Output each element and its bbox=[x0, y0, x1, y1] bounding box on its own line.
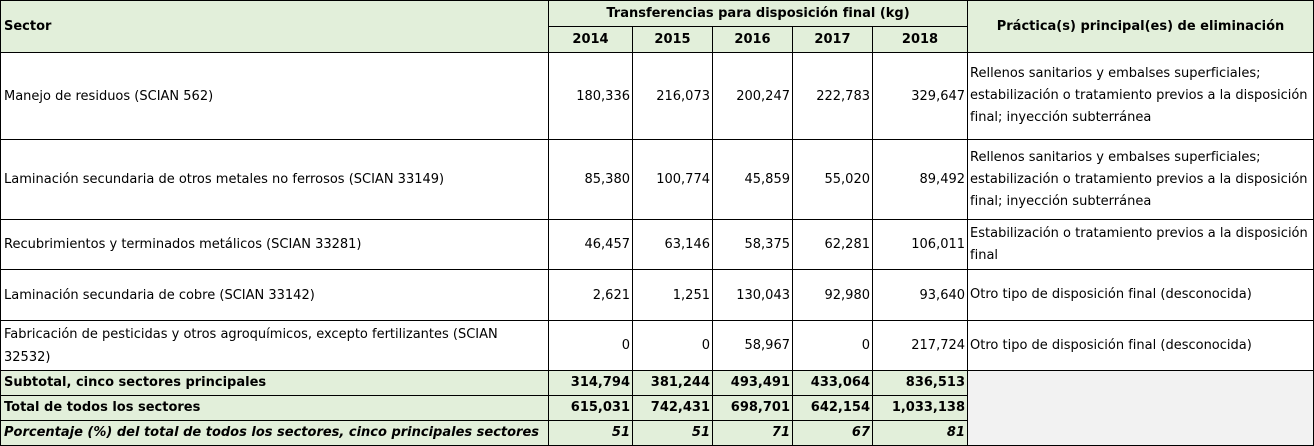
value-cell: 200,247 bbox=[712, 52, 793, 140]
value-cell: 106,011 bbox=[871, 219, 969, 270]
value-cell: 58,375 bbox=[712, 219, 793, 270]
summary-value: 836,513 bbox=[871, 370, 969, 396]
summary-value: 433,064 bbox=[792, 370, 873, 396]
value-cell: 130,043 bbox=[712, 269, 793, 321]
value-cell: 0 bbox=[548, 320, 633, 371]
summary-value: 698,701 bbox=[712, 395, 793, 421]
value-cell: 85,380 bbox=[548, 139, 633, 220]
data-row: Laminación secundaria de cobre (SCIAN 33… bbox=[0, 269, 1314, 321]
year-header: 2017 bbox=[792, 26, 873, 53]
value-cell: 92,980 bbox=[792, 269, 873, 321]
summary-value: 615,031 bbox=[548, 395, 633, 421]
group-header: Transferencias para disposición final (k… bbox=[547, 0, 969, 27]
year-header: 2018 bbox=[871, 26, 969, 53]
year-header: 2015 bbox=[632, 26, 713, 53]
sector-cell: Manejo de residuos (SCIAN 562) bbox=[0, 52, 549, 140]
value-cell: 45,859 bbox=[712, 139, 793, 220]
sector-cell: Laminación secundaria de cobre (SCIAN 33… bbox=[0, 269, 549, 321]
summary-value: 314,794 bbox=[548, 370, 633, 396]
summary-row: Subtotal, cinco sectores principales 314,… bbox=[0, 370, 1314, 446]
sector-cell: Laminación secundaria de otros metales n… bbox=[0, 139, 549, 220]
value-cell: 93,640 bbox=[871, 269, 969, 321]
value-cell: 1,251 bbox=[632, 269, 713, 321]
summary-row: Total de todos los sectores 615,031 742,43… bbox=[0, 395, 1314, 421]
summary-value: 642,154 bbox=[792, 395, 873, 421]
value-cell: 100,774 bbox=[632, 139, 713, 220]
summary-value: 81 bbox=[871, 420, 969, 446]
value-cell: 329,647 bbox=[871, 52, 969, 140]
summary-value: 67 bbox=[792, 420, 873, 446]
value-cell: 217,724 bbox=[871, 320, 969, 371]
blank-cell bbox=[967, 370, 1314, 446]
value-cell: 0 bbox=[792, 320, 873, 371]
data-row: Recubrimientos y terminados metálicos (S… bbox=[0, 219, 1314, 270]
value-cell: 46,457 bbox=[548, 219, 633, 270]
summary-value: 51 bbox=[632, 420, 713, 446]
year-row: 2014 2015 2016 2017 2018 bbox=[1, 26, 1314, 53]
sector-cell: Recubrimientos y terminados metálicos (S… bbox=[0, 219, 549, 270]
practice-cell: Otro tipo de disposición final (desconoc… bbox=[967, 269, 1314, 321]
value-cell: 222,783 bbox=[792, 52, 873, 140]
data-row: Fabricación de pesticidas y otros agroqu… bbox=[0, 320, 1314, 371]
value-cell: 63,146 bbox=[632, 219, 713, 270]
summary-row: Porcentaje (%) del total de todos los se… bbox=[0, 420, 1314, 446]
summary-label: Porcentaje (%) del total de todos los se… bbox=[0, 420, 549, 446]
value-cell: 180,336 bbox=[548, 52, 633, 140]
year-header: 2014 bbox=[548, 26, 633, 53]
sector-header: Sector bbox=[0, 0, 549, 53]
practice-cell: Estabilización o tratamiento previos a l… bbox=[967, 219, 1314, 270]
summary-value: 493,491 bbox=[712, 370, 793, 396]
summary-value: 742,431 bbox=[632, 395, 713, 421]
summary-value: 71 bbox=[712, 420, 793, 446]
summary-value: 381,244 bbox=[632, 370, 713, 396]
summary-label: Subtotal, cinco sectores principales bbox=[0, 370, 549, 396]
value-cell: 89,492 bbox=[871, 139, 969, 220]
data-row: Laminación secundaria de otros metales n… bbox=[0, 139, 1314, 220]
year-header: 2016 bbox=[712, 26, 793, 53]
value-cell: 58,967 bbox=[712, 320, 793, 371]
summary-value: 51 bbox=[548, 420, 633, 446]
value-cell: 0 bbox=[632, 320, 713, 371]
table-body: Manejo de residuos (SCIAN 562) 180,336 216… bbox=[0, 52, 1314, 446]
practice-cell: Rellenos sanitarios y embalses superfici… bbox=[967, 52, 1314, 140]
practice-cell: Rellenos sanitarios y embalses superfici… bbox=[967, 139, 1314, 220]
value-cell: 62,281 bbox=[792, 219, 873, 270]
summary-value: 1,033,138 bbox=[871, 395, 969, 421]
data-row: Manejo de residuos (SCIAN 562) 180,336 216… bbox=[0, 52, 1314, 140]
value-cell: 55,020 bbox=[792, 139, 873, 220]
summary-label: Total de todos los sectores bbox=[0, 395, 549, 421]
header-row: Sector Transferencias para disposición f… bbox=[0, 0, 1314, 53]
practice-header: Práctica(s) principal(es) de eliminación bbox=[967, 0, 1314, 53]
value-cell: 2,621 bbox=[548, 269, 633, 321]
sector-cell: Fabricación de pesticidas y otros agroqu… bbox=[0, 320, 549, 371]
value-cell: 216,073 bbox=[632, 52, 713, 140]
practice-cell: Otro tipo de disposición final (desconoc… bbox=[967, 320, 1314, 371]
